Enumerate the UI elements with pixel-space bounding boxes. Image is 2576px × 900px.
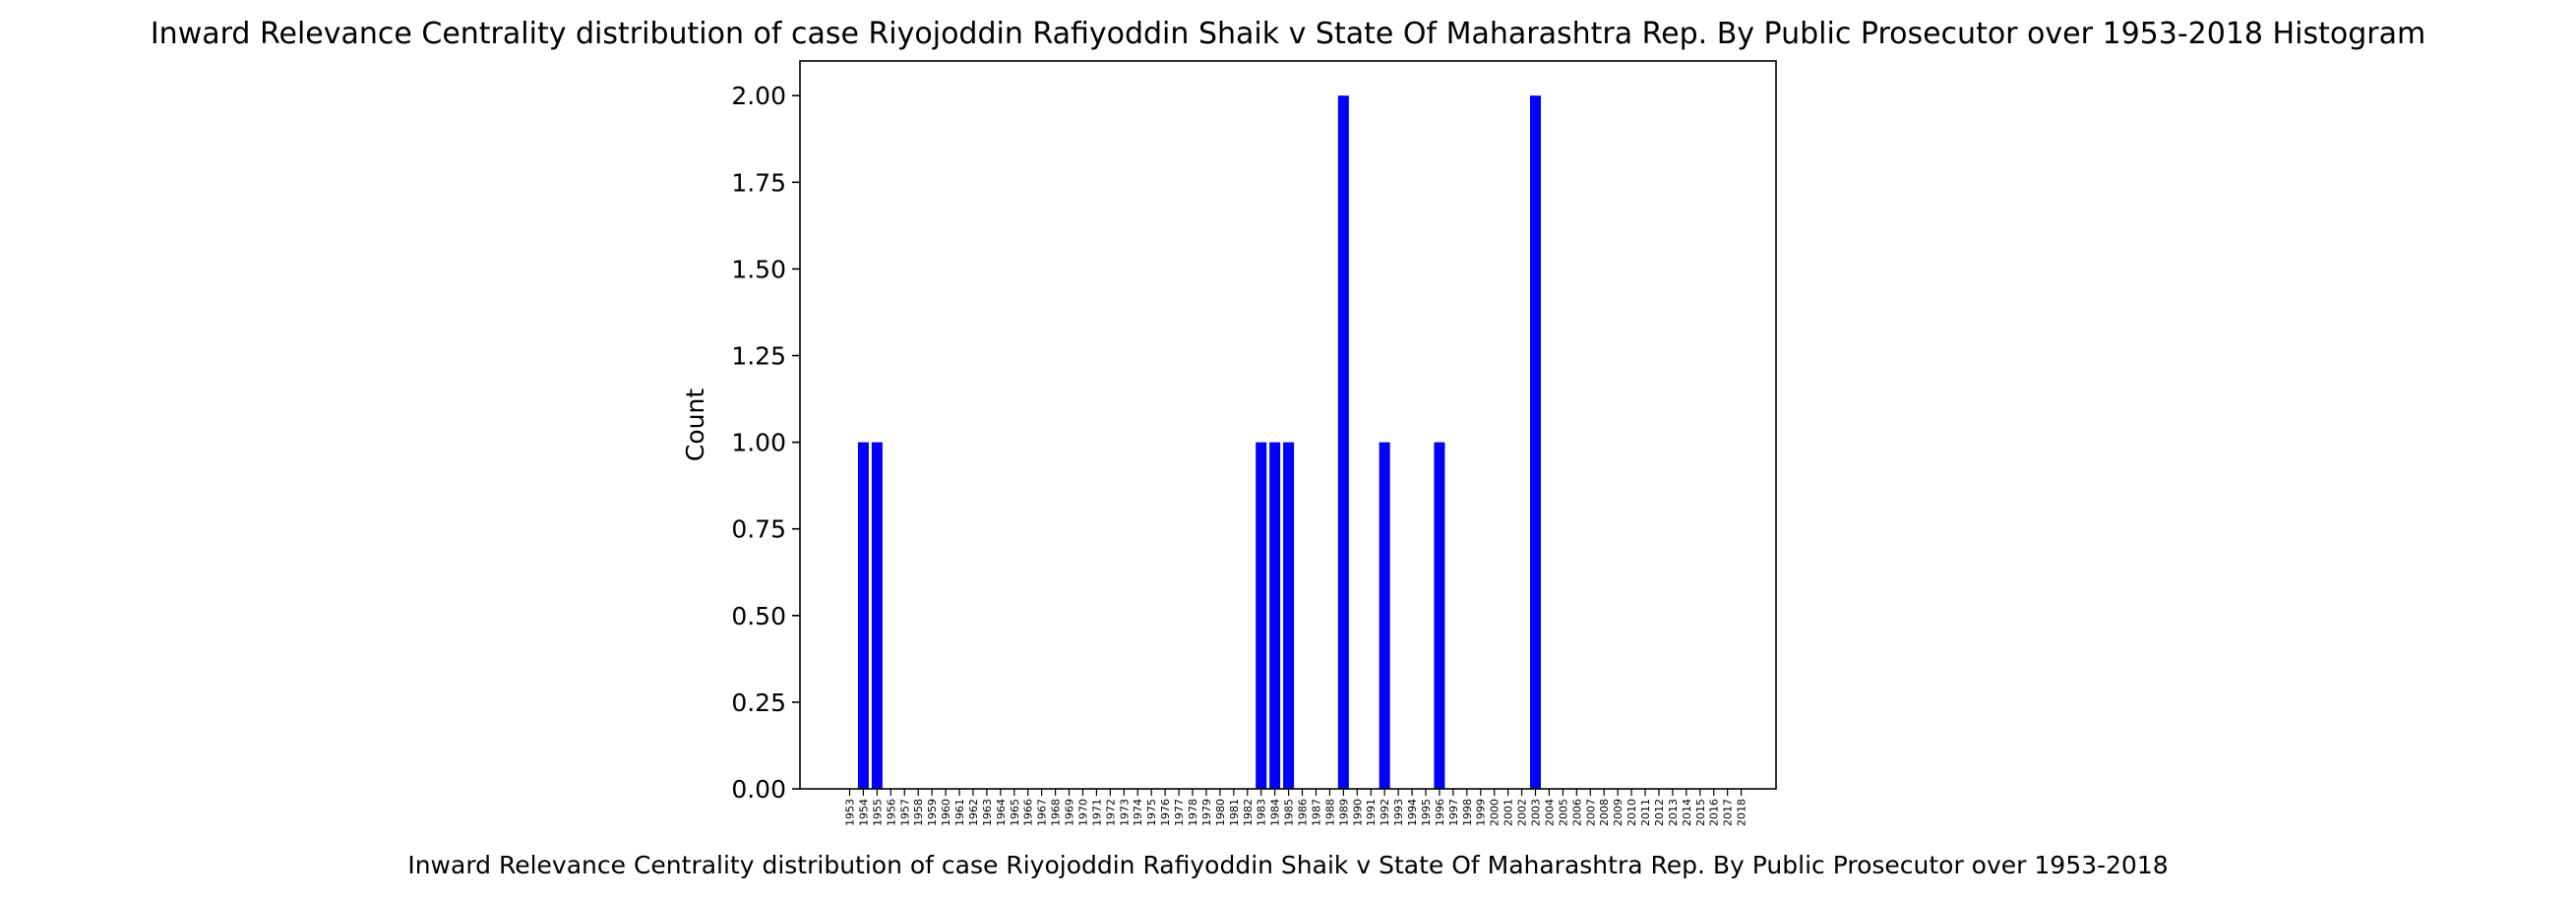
y-tick-label: 1.50 <box>731 255 786 283</box>
x-tick-label: 1959 <box>926 799 939 826</box>
bar-1955 <box>871 442 883 789</box>
y-axis-ticks: 0.00 0.25 0.50 0.75 1.00 1.25 1.50 1.75 2.00 <box>731 82 800 804</box>
x-tick-label: 1993 <box>1392 799 1405 826</box>
x-tick-label: 2013 <box>1667 799 1680 826</box>
x-tick-label: 1986 <box>1297 799 1310 826</box>
bar-2003 <box>1530 95 1541 789</box>
bars-group <box>857 95 1541 789</box>
plot-area-frame <box>799 60 1777 790</box>
x-tick-label: 2004 <box>1543 799 1556 826</box>
x-tick-label: 2018 <box>1736 799 1748 826</box>
y-tick-label: 2.00 <box>731 82 786 110</box>
x-tick-label: 1961 <box>953 799 966 826</box>
x-tick-label: 1982 <box>1242 799 1255 826</box>
x-tick-label: 1966 <box>1022 799 1035 826</box>
x-tick-label: 2001 <box>1503 799 1515 826</box>
x-tick-label: 1979 <box>1200 799 1213 826</box>
x-tick-label: 1997 <box>1447 799 1460 826</box>
x-tick-label: 2005 <box>1557 799 1569 826</box>
x-tick-label: 2012 <box>1653 799 1666 826</box>
x-tick-label: 1988 <box>1323 799 1336 826</box>
bar-1954 <box>857 442 869 789</box>
bar-1989 <box>1337 95 1349 789</box>
x-tick-label: 1974 <box>1132 799 1144 826</box>
x-tick-label: 1983 <box>1256 799 1268 826</box>
x-tick-label: 1975 <box>1145 799 1158 826</box>
x-tick-label: 1990 <box>1351 799 1364 826</box>
x-tick-label: 1984 <box>1269 799 1282 826</box>
x-tick-label: 1996 <box>1434 799 1446 826</box>
y-axis-label: Count <box>681 389 709 461</box>
x-tick-label: 1955 <box>871 799 884 826</box>
x-tick-label: 1995 <box>1420 799 1433 826</box>
x-tick-label: 1972 <box>1104 799 1117 826</box>
y-tick-label: 1.75 <box>731 168 786 197</box>
x-tick-label: 1980 <box>1214 799 1227 826</box>
x-tick-label: 1999 <box>1475 799 1488 826</box>
x-tick-label: 1985 <box>1283 799 1296 826</box>
x-tick-label: 2003 <box>1530 799 1543 826</box>
x-tick-label: 2006 <box>1570 799 1583 826</box>
x-tick-label: 2011 <box>1639 799 1652 826</box>
y-tick-label: 1.25 <box>731 342 786 371</box>
x-tick-label: 1978 <box>1187 799 1199 826</box>
bar-1983 <box>1256 442 1267 789</box>
x-tick-label: 2017 <box>1722 799 1735 826</box>
x-axis-label: Inward Relevance Centrality distribution… <box>407 851 2168 879</box>
y-tick-label: 0.50 <box>731 602 786 630</box>
x-tick-label: 1981 <box>1228 799 1241 826</box>
x-tick-label: 1956 <box>885 799 897 826</box>
bar-1992 <box>1379 442 1390 789</box>
chart-title: Inward Relevance Centrality distribution… <box>151 17 2425 51</box>
x-tick-label: 2015 <box>1694 799 1707 826</box>
x-tick-label: 2016 <box>1708 799 1721 826</box>
x-tick-label: 1954 <box>857 799 870 826</box>
x-tick-label: 2009 <box>1612 799 1625 826</box>
x-tick-label: 1987 <box>1310 799 1322 826</box>
x-tick-label: 1968 <box>1050 799 1063 826</box>
x-tick-label: 2010 <box>1625 799 1638 826</box>
x-tick-label: 1962 <box>967 799 980 826</box>
y-tick-label: 1.00 <box>731 429 786 457</box>
x-tick-label: 1970 <box>1076 799 1089 826</box>
x-tick-label: 1958 <box>912 799 925 826</box>
x-tick-label: 1964 <box>995 799 1008 826</box>
x-tick-label: 1992 <box>1379 799 1391 826</box>
y-tick-label: 0.75 <box>731 515 786 544</box>
x-tick-label: 2002 <box>1516 799 1529 826</box>
bar-1984 <box>1269 442 1281 789</box>
x-tick-label: 2014 <box>1681 799 1693 826</box>
x-axis-ticks: 1953 1954 1955 1956 1957 1958 1959 1960 1961 1962… <box>844 789 1748 826</box>
x-tick-label: 1991 <box>1365 799 1378 826</box>
bar-1985 <box>1283 442 1295 789</box>
x-tick-label: 1989 <box>1337 799 1350 826</box>
y-tick-label: 0.25 <box>731 689 786 717</box>
x-tick-label: 1957 <box>898 799 911 826</box>
x-tick-label: 1971 <box>1090 799 1103 826</box>
x-tick-label: 1953 <box>844 799 857 826</box>
x-tick-label: 1977 <box>1173 799 1186 826</box>
x-tick-label: 1969 <box>1064 799 1076 826</box>
x-tick-label: 1965 <box>1009 799 1021 826</box>
x-tick-label: 1960 <box>940 799 952 826</box>
x-tick-label: 1967 <box>1036 799 1049 826</box>
x-tick-label: 1994 <box>1406 799 1419 826</box>
x-tick-label: 2000 <box>1489 799 1502 826</box>
x-tick-label: 1963 <box>981 799 994 826</box>
x-tick-label: 2008 <box>1598 799 1611 826</box>
x-tick-label: 2007 <box>1584 799 1597 826</box>
y-tick-label: 0.00 <box>731 775 786 804</box>
x-tick-label: 1973 <box>1118 799 1131 826</box>
x-tick-label: 1998 <box>1461 799 1474 826</box>
bar-1996 <box>1434 442 1445 789</box>
x-tick-label: 1976 <box>1159 799 1172 826</box>
